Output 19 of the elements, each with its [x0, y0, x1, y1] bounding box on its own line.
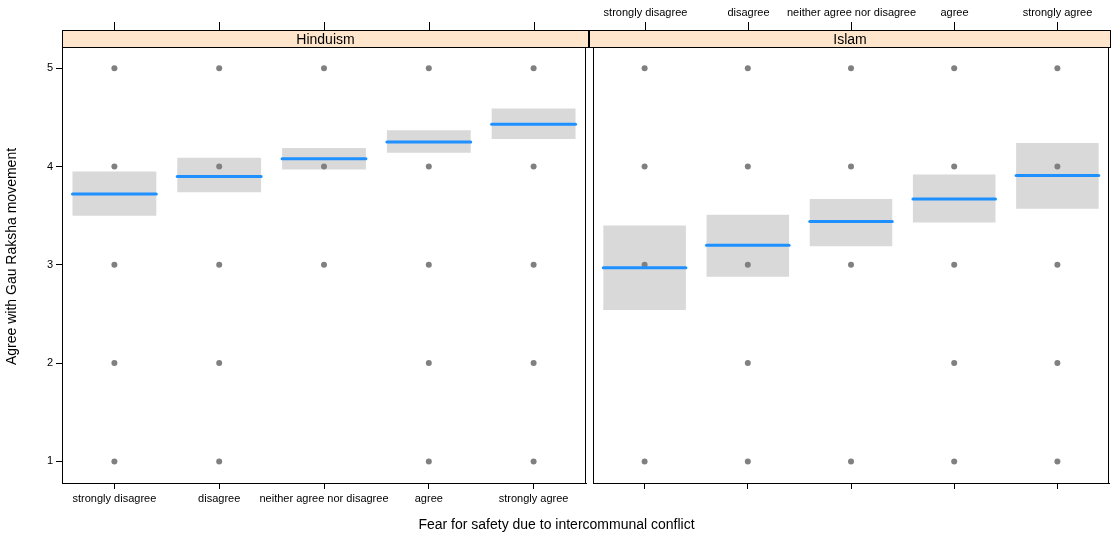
y-tick-label: 2 [46, 356, 53, 369]
x-tick-label: strongly disagree [72, 491, 157, 504]
y-tick-label: 4 [46, 159, 53, 172]
y-axis-title: Agree with Gau Raksha movement [3, 147, 20, 366]
x-tick-label: strongly disagree [603, 5, 688, 18]
panel-header: Hinduism [62, 30, 589, 48]
x-tick-label: disagree [727, 5, 770, 18]
x-axis-title: Fear for safety due to intercommunal conflict [417, 516, 696, 532]
x-tick-label: neither agree nor disagree [259, 491, 389, 504]
panel-header: Islam [589, 30, 1111, 48]
y-tick-label: 5 [46, 61, 53, 74]
x-tick-label: strongly agree [498, 491, 569, 504]
y-tick-label: 1 [46, 454, 53, 467]
x-tick-label: agree [414, 491, 443, 504]
x-tick-label: disagree [198, 491, 241, 504]
x-tick-label: neither agree nor disagree [786, 5, 917, 18]
y-tick-label: 3 [46, 257, 53, 270]
x-tick-label: agree [940, 5, 969, 18]
x-tick-label: strongly agree [1022, 5, 1093, 18]
